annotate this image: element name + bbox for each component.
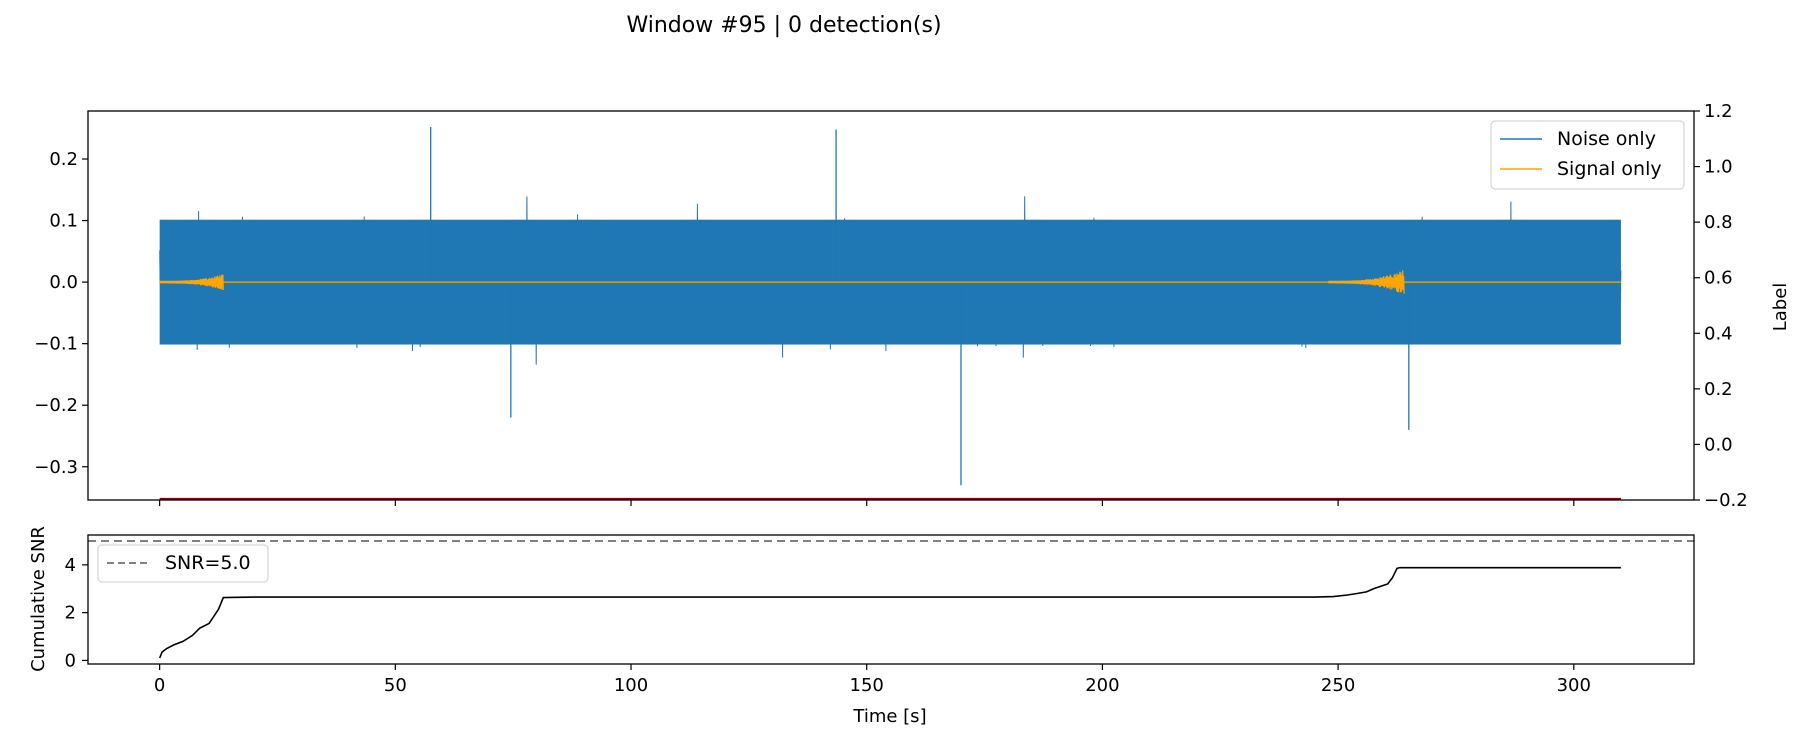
legend-label-signal: Signal only <box>1557 158 1662 180</box>
snr-y-axis: 0 2 4 <box>65 555 88 671</box>
x-tick-label: 200 <box>1085 675 1119 696</box>
right-y-axis: −0.2 0.0 0.2 0.4 0.6 0.8 1.0 1.2 <box>1694 101 1748 511</box>
x-tick-label: 250 <box>1321 675 1355 696</box>
right-y-tick-label: 0.6 <box>1704 268 1733 289</box>
legend-label-noise: Noise only <box>1557 128 1656 150</box>
left-y-axis: −0.3 −0.2 −0.1 0.0 0.1 0.2 <box>34 149 88 478</box>
y-tick-label: 0.1 <box>49 211 78 232</box>
snr-plot-area <box>88 535 1694 664</box>
snr-legend: SNR=5.0 <box>97 544 269 583</box>
right-y-tick-label: −0.2 <box>1704 490 1748 511</box>
snr-series-layer <box>88 539 1694 659</box>
snr-frame <box>87 534 1695 665</box>
cumulative-snr-line <box>158 566 1621 659</box>
top-x-ticks <box>159 500 1575 506</box>
legend-label-threshold: SNR=5.0 <box>165 552 251 574</box>
right-y-tick-label: 1.2 <box>1704 101 1733 122</box>
y-tick-label: −0.3 <box>34 457 78 478</box>
right-axis-label: Label <box>1770 283 1791 332</box>
right-y-tick-label: 1.0 <box>1704 157 1733 178</box>
snr-y-tick-label: 0 <box>65 650 76 671</box>
y-tick-label: −0.1 <box>34 334 78 355</box>
y-tick-label: 0.2 <box>49 149 78 170</box>
waveform-legend: Noise only Signal only <box>1490 120 1685 190</box>
legend-frame-snr <box>97 544 269 583</box>
waveform-frame <box>87 110 1695 501</box>
x-tick-label: 0 <box>154 675 165 696</box>
x-tick-label: 150 <box>850 675 884 696</box>
snr-y-label: Cumulative SNR <box>28 526 49 672</box>
signal-burst <box>1328 270 1405 294</box>
figure-title: Window #95 | 0 detection(s) <box>626 13 941 38</box>
waveform-panel: −0.3 −0.2 −0.1 0.0 0.1 0.2 −0.2 0.0 0.2 0.4 0.6 0.… <box>34 101 1791 511</box>
waveform-series-layer <box>159 127 1622 500</box>
signal-burst <box>159 274 224 291</box>
x-tick-label: 300 <box>1557 675 1591 696</box>
right-y-tick-label: 0.2 <box>1704 379 1733 400</box>
y-tick-label: −0.2 <box>34 395 78 416</box>
right-y-tick-label: 0.0 <box>1704 434 1733 455</box>
right-y-tick-label: 0.8 <box>1704 212 1733 233</box>
x-axis-label: Time [s] <box>852 706 926 727</box>
snr-panel: 0 2 4 0 50 100 150 200 250 300 Cumulative SNR Ti… <box>28 526 1695 727</box>
x-tick-label: 100 <box>614 675 648 696</box>
x-tick-label: 50 <box>384 675 407 696</box>
snr-y-tick-label: 2 <box>65 603 76 624</box>
right-y-tick-label: 0.4 <box>1704 323 1733 344</box>
snr-x-axis: 0 50 100 150 200 250 300 <box>154 664 1591 696</box>
snr-y-tick-label: 4 <box>65 555 76 576</box>
y-tick-label: 0.0 <box>49 272 78 293</box>
legend-frame <box>1490 120 1685 190</box>
